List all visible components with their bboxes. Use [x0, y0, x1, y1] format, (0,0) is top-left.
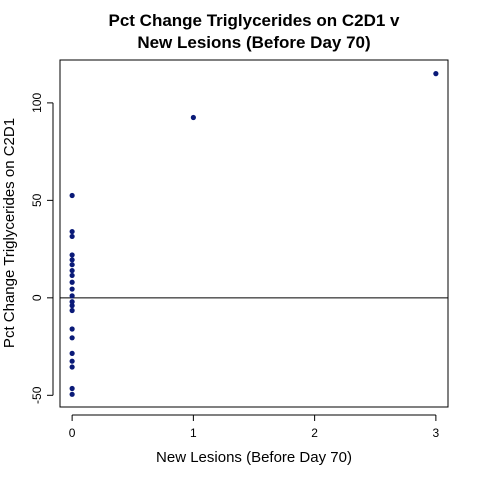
data-point — [69, 350, 75, 356]
data-point — [69, 391, 75, 397]
data-point — [69, 192, 75, 199]
data-point — [69, 303, 75, 309]
data-point — [433, 71, 439, 77]
data-point — [190, 114, 196, 121]
x-axis: 0 1 2 3 — [69, 414, 440, 440]
data-point — [69, 307, 75, 314]
data-point — [69, 233, 75, 240]
data-point — [69, 299, 75, 305]
chart-title-line-1: Pct Change Triglycerides on C2D1 v — [109, 11, 401, 30]
data-point — [69, 364, 75, 370]
data-point — [69, 286, 75, 292]
data-point — [69, 267, 75, 274]
data-point — [69, 252, 75, 258]
y-tick-label: -50 — [30, 386, 44, 404]
data-points — [69, 71, 439, 397]
x-tick-label: 0 — [69, 426, 76, 440]
data-point — [69, 335, 75, 341]
plot-frame — [59, 59, 449, 408]
data-point — [69, 262, 75, 268]
data-point — [69, 358, 75, 364]
y-tick-label: 100 — [30, 93, 44, 113]
data-point — [69, 257, 75, 263]
y-axis: -50 0 50 100 — [30, 93, 54, 404]
x-tick-label: 3 — [433, 426, 440, 440]
y-tick-label: 50 — [30, 193, 44, 207]
data-point — [69, 272, 75, 279]
data-point — [69, 228, 75, 235]
y-axis-label: Pct Change Triglycerides on C2D1 — [1, 118, 18, 348]
y-tick-label: 0 — [30, 294, 44, 301]
data-point — [69, 326, 75, 332]
x-tick-label: 1 — [190, 426, 197, 440]
x-axis-label: New Lesions (Before Day 70) — [156, 449, 352, 466]
data-point — [69, 385, 75, 392]
x-tick-label: 2 — [311, 426, 318, 440]
data-point — [69, 279, 75, 285]
data-point — [69, 293, 75, 299]
chart-title-line-2: New Lesions (Before Day 70) — [137, 33, 370, 52]
